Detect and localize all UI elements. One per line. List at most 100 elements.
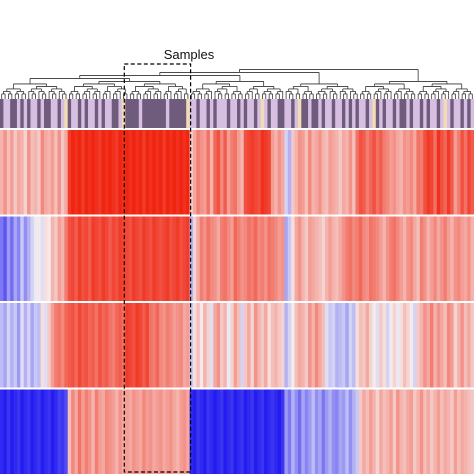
heatmap-cell <box>199 216 204 301</box>
heatmap-cell <box>341 216 346 301</box>
heatmap-cell <box>16 303 21 388</box>
annotation-cell <box>389 99 394 128</box>
heatmap-cell <box>94 303 99 388</box>
heatmap-cell <box>77 389 82 474</box>
heatmap-cell <box>104 389 109 474</box>
heatmap-cell <box>159 389 164 474</box>
annotation-cell <box>301 99 306 128</box>
annotation-cell <box>297 99 302 128</box>
heatmap-cell <box>81 389 86 474</box>
heatmap-cell <box>182 303 187 388</box>
heatmap-cell <box>98 303 103 388</box>
heatmap-cell <box>128 303 133 388</box>
heatmap-cell <box>237 303 241 388</box>
annotation-cell <box>416 99 421 128</box>
annotation-cell <box>253 99 258 128</box>
heatmap-cell <box>297 303 302 388</box>
heatmap-cell <box>40 216 45 301</box>
heatmap-cell <box>172 216 177 301</box>
heatmap-cell <box>314 216 319 301</box>
heatmap-cell <box>182 216 187 301</box>
annotation-cell <box>71 99 75 128</box>
heatmap-cell <box>169 216 174 301</box>
heatmap-cell <box>47 389 52 474</box>
heatmap-cell <box>372 130 377 215</box>
heatmap-cell <box>314 130 319 215</box>
heatmap-cell <box>297 130 302 215</box>
annotation-cell <box>274 99 279 128</box>
heatmap-cell <box>470 389 474 474</box>
heatmap-cell <box>179 389 184 474</box>
heatmap-cell <box>379 389 384 474</box>
heatmap-cell <box>37 130 42 215</box>
heatmap-cell <box>81 130 86 215</box>
heatmap-cell <box>6 216 11 301</box>
heatmap-cell <box>203 389 208 474</box>
heatmap-cell <box>64 389 69 474</box>
heatmap-cell <box>321 130 326 215</box>
heatmap-cell <box>71 389 76 474</box>
heatmap-cell <box>23 130 28 215</box>
annotation-cell <box>341 99 346 128</box>
heatmap-cell <box>23 389 28 474</box>
annotation-cell <box>233 99 238 128</box>
heatmap-cell <box>440 389 445 474</box>
heatmap-cell <box>247 130 252 215</box>
annotation-cell <box>281 99 285 128</box>
annotation-cell <box>128 99 133 128</box>
annotation-cell <box>318 99 323 128</box>
heatmap-cell <box>98 216 103 301</box>
heatmap-cell <box>413 130 418 215</box>
heatmap-cell <box>331 303 336 388</box>
heatmap-cell <box>213 216 218 301</box>
heatmap-cell <box>118 389 123 474</box>
heatmap-cell <box>436 389 441 474</box>
annotation-cell <box>54 99 58 128</box>
heatmap-cell <box>128 130 133 215</box>
heatmap-cell <box>196 389 201 474</box>
annotation-cell <box>135 99 140 128</box>
heatmap-cell <box>88 303 93 388</box>
annotation-cell <box>20 99 25 128</box>
heatmap-cell <box>348 389 353 474</box>
heatmap-cell <box>470 130 474 215</box>
annotation-cell <box>406 99 411 128</box>
heatmap-cell <box>10 216 15 301</box>
heatmap-cell <box>135 216 140 301</box>
heatmap-cell <box>0 303 4 388</box>
annotation-cell <box>311 99 316 128</box>
heatmap-cell <box>162 130 167 215</box>
annotation-cell <box>419 99 424 128</box>
heatmap-cell <box>291 130 296 215</box>
heatmap-cell <box>16 389 21 474</box>
heatmap-cell <box>121 216 126 301</box>
heatmap-cell <box>230 303 235 388</box>
heatmap-cell <box>260 216 265 301</box>
heatmap-cell <box>152 130 157 215</box>
heatmap-cell <box>115 130 120 215</box>
heatmap-cell <box>450 130 455 215</box>
heatmap-cell <box>399 130 404 215</box>
heatmap-cell <box>37 389 42 474</box>
heatmap-cell <box>308 216 313 301</box>
heatmap-cell <box>413 303 418 388</box>
heatmap-cell <box>237 216 241 301</box>
heatmap-cell <box>74 130 79 215</box>
heatmap-cell <box>362 389 367 474</box>
heatmap-cell <box>220 216 225 301</box>
heatmap-cell <box>375 389 380 474</box>
heatmap-cell <box>335 216 340 301</box>
heatmap-cell <box>250 389 255 474</box>
heatmap-cell <box>3 216 8 301</box>
heatmap-cell <box>155 130 160 215</box>
heatmap-cell <box>50 389 55 474</box>
heatmap-cell <box>209 303 214 388</box>
heatmap-cell <box>67 216 72 301</box>
heatmap-cell <box>325 389 330 474</box>
heatmap-cell <box>237 130 241 215</box>
heatmap-cell <box>264 303 269 388</box>
heatmap-cell <box>453 216 458 301</box>
heatmap-cell <box>267 389 272 474</box>
heatmap-cell <box>145 389 150 474</box>
annotation-cell <box>453 99 458 128</box>
